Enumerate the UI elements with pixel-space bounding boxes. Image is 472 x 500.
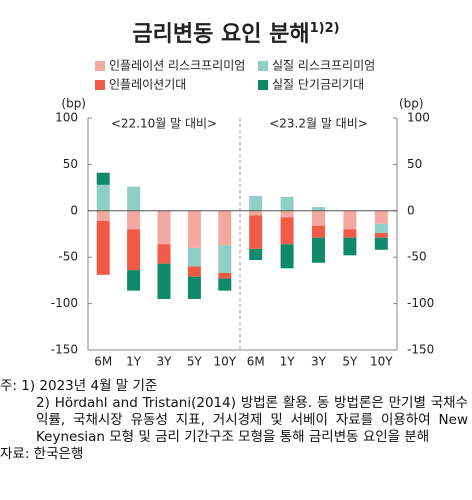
legend-label: 인플레이션 리스크프리미엄: [109, 59, 245, 73]
bar-segment: [374, 210, 388, 224]
y-tick-label: -150: [51, 343, 78, 357]
bar-segment: [280, 244, 294, 269]
x-tick-label: 6M: [94, 355, 112, 369]
bar-segment: [312, 210, 325, 226]
legend-swatch: [95, 80, 105, 90]
bar-segment: [187, 266, 201, 277]
bar-segment: [249, 195, 263, 211]
note-text: 2) Hördahl and Tristani(2014) 방법론 활용. 동 …: [36, 395, 468, 445]
bar-segment: [218, 272, 232, 279]
y-tick-label: -50: [407, 250, 427, 264]
bar-segment: [312, 225, 325, 238]
x-tick-label: 1Y: [280, 355, 296, 369]
y-axis-label: (bp): [61, 97, 86, 111]
bar-segment: [96, 184, 110, 211]
legend-label: 인플레이션기대: [109, 78, 186, 92]
y-tick-label: -100: [407, 296, 434, 310]
bar-segment: [96, 221, 110, 275]
y-tick-label: 50: [63, 157, 78, 171]
bar-segment: [343, 237, 357, 256]
bar-segment: [127, 229, 141, 271]
y-axis-label: (bp): [399, 97, 424, 111]
bar-segment: [218, 278, 232, 291]
x-tick-label: 10Y: [370, 355, 393, 369]
bar-segment: [187, 210, 201, 248]
y-tick-label: -150: [407, 343, 434, 357]
panel-subtitle: <23.2월 말 대비>: [269, 117, 368, 131]
x-tick-label: 1Y: [126, 355, 142, 369]
bar-segment: [374, 223, 388, 234]
title-text: 금리변동 요인 분해: [132, 22, 309, 47]
y-tick-label: 100: [55, 111, 78, 125]
notes: 주: 1) 2023년 4월 말 기준 2) Hördahl and Trist…: [0, 378, 468, 463]
bar-segment: [157, 244, 171, 264]
legend-label: 실질 단기금리기대: [272, 78, 364, 92]
bar-segment: [374, 233, 388, 238]
bar-segment: [127, 210, 141, 230]
bar-segment: [249, 248, 263, 260]
legend-swatch: [258, 61, 268, 71]
bar-segment: [96, 172, 110, 185]
bar-segment: [157, 263, 171, 299]
x-tick-label: 5Y: [187, 355, 203, 369]
bar-segment: [218, 245, 232, 273]
legend-label: 실질 리스크프리미엄: [272, 59, 375, 73]
bar-segment: [312, 207, 325, 211]
y-tick-label: 0: [407, 203, 415, 217]
bar-segment: [187, 247, 201, 267]
y-tick-label: 0: [70, 203, 78, 217]
y-tick-label: -50: [58, 250, 78, 264]
x-tick-label: 6M: [247, 355, 265, 369]
bar-segment: [127, 270, 141, 291]
bar-segment: [343, 210, 357, 230]
x-tick-label: 5Y: [342, 355, 358, 369]
bar-segment: [157, 210, 171, 245]
y-tick-label: 100: [407, 111, 430, 125]
y-tick-label: -100: [51, 296, 78, 310]
bar-segment: [280, 210, 294, 218]
panel-subtitle: <22.10월 말 대비>: [111, 117, 217, 131]
note-1: 주: 1) 2023년 4월 말 기준: [0, 378, 468, 395]
chart: 금리변동 요인 분해1)2) 인플레이션 리스크프리미엄 실질 리스크프리미엄인플…: [51, 21, 434, 369]
note-label: 주:: [0, 378, 17, 394]
bar-segment: [374, 237, 388, 250]
chart-title: 금리변동 요인 분해1)2): [132, 21, 339, 48]
bar-segment: [218, 210, 232, 246]
title-note: 1)2): [310, 21, 340, 36]
bar-segment: [249, 215, 263, 249]
bar-segment: [96, 210, 110, 222]
y-tick-label: 50: [407, 157, 422, 171]
bar-segment: [343, 229, 357, 238]
source: 자료: 한국은행: [0, 446, 84, 462]
x-tick-label: 10Y: [213, 355, 236, 369]
note-text: 1) 2023년 4월 말 기준: [21, 378, 158, 394]
bar-segment: [280, 196, 294, 211]
bar-segment: [280, 217, 294, 245]
legend-swatch: [95, 61, 105, 71]
x-tick-label: 3Y: [157, 355, 173, 369]
bar-segment: [187, 276, 201, 299]
bar-segment: [312, 237, 325, 263]
bar-segment: [127, 186, 141, 211]
legend-swatch: [258, 80, 268, 90]
bar-segment: [249, 210, 263, 216]
x-tick-label: 3Y: [311, 355, 327, 369]
